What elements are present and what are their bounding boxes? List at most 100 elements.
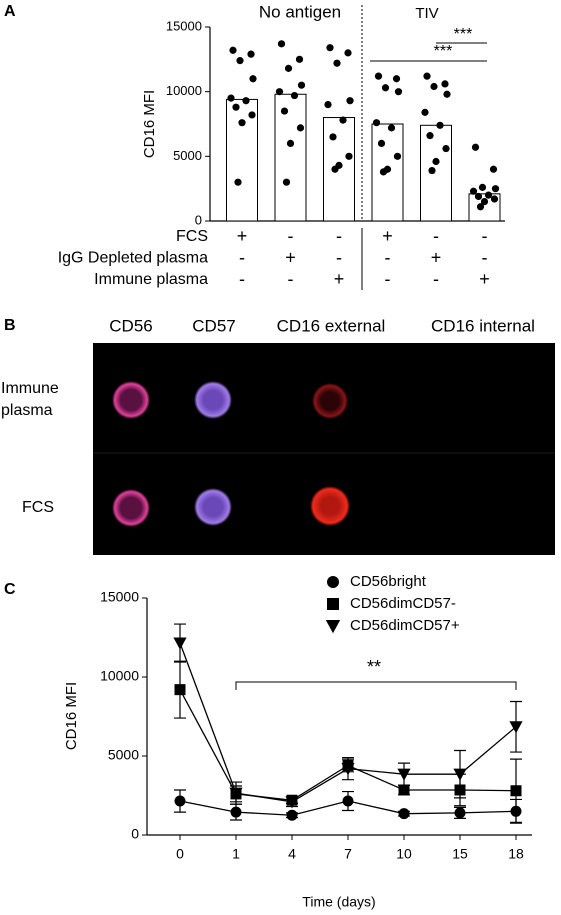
data-point xyxy=(227,94,235,102)
data-point xyxy=(421,108,429,116)
condition-sign: + xyxy=(334,269,345,289)
row-label: FCS xyxy=(22,499,54,516)
data-point xyxy=(280,107,289,115)
data-point xyxy=(345,152,353,160)
data-point xyxy=(490,195,499,203)
data-point xyxy=(277,40,286,48)
data-point xyxy=(286,139,295,147)
data-point xyxy=(344,49,352,57)
data-point xyxy=(242,97,250,105)
y-tick-label: 5000 xyxy=(108,747,139,763)
y-tick-label: 15000 xyxy=(166,18,202,33)
x-tick-label: 7 xyxy=(344,846,352,862)
column-header: CD57 xyxy=(192,316,235,335)
bar xyxy=(323,117,355,222)
marker xyxy=(398,808,410,820)
data-point xyxy=(232,103,240,111)
annotation: *** xyxy=(434,43,453,60)
y-tick-label: 15000 xyxy=(100,589,139,605)
cell-image xyxy=(112,381,150,419)
marker xyxy=(174,795,186,807)
legend-label: CD56bright xyxy=(350,573,427,590)
x-tick-label: 10 xyxy=(396,846,412,862)
marker xyxy=(229,787,243,800)
condition-sign: - xyxy=(385,247,391,267)
y-tick-label: 10000 xyxy=(166,83,202,98)
panel-letter: A xyxy=(4,3,16,20)
marker xyxy=(285,796,299,809)
data-point xyxy=(331,165,339,173)
row-label: Immune plasma xyxy=(1,380,59,419)
marker xyxy=(341,763,355,776)
marker xyxy=(174,684,186,696)
y-tick-label: 10000 xyxy=(100,668,139,684)
marker xyxy=(173,637,187,650)
series-line xyxy=(179,689,517,801)
x-axis-label: Time (days) xyxy=(302,894,375,910)
annotation: ** xyxy=(367,657,381,677)
condition-sign: - xyxy=(433,226,439,246)
data-point xyxy=(491,185,500,193)
data-point xyxy=(339,116,347,124)
annotation: *** xyxy=(454,26,473,43)
data-point xyxy=(393,152,402,160)
data-point xyxy=(474,192,483,201)
data-point xyxy=(381,84,390,92)
data-point xyxy=(282,178,291,186)
bar xyxy=(274,93,307,222)
data-point xyxy=(236,57,244,65)
data-point xyxy=(374,72,383,80)
marker xyxy=(342,795,354,807)
cell-image xyxy=(194,381,232,419)
data-point xyxy=(234,178,242,186)
condition-sign: + xyxy=(237,226,248,246)
data-point xyxy=(346,97,354,105)
bar xyxy=(420,124,452,222)
cell-image xyxy=(310,486,350,526)
condition-sign: - xyxy=(433,269,439,289)
condition-label: FCS xyxy=(176,228,208,245)
cell-image xyxy=(194,488,232,526)
panel-letter: C xyxy=(4,581,16,598)
condition-sign: - xyxy=(239,247,245,267)
data-point xyxy=(324,101,332,109)
cell-image xyxy=(312,383,348,419)
data-point xyxy=(326,44,334,52)
data-point xyxy=(333,59,341,67)
marker xyxy=(453,768,467,781)
marker xyxy=(327,576,339,588)
data-point xyxy=(428,166,436,175)
data-point xyxy=(249,75,257,83)
marker xyxy=(398,784,410,796)
condition-sign: + xyxy=(479,269,490,289)
column-header: CD56 xyxy=(109,316,152,335)
data-point xyxy=(484,191,493,199)
x-tick-label: 15 xyxy=(452,846,468,862)
marker xyxy=(397,768,411,781)
x-tick-label: 4 xyxy=(288,846,296,862)
y-axis-label: CD16 MFI xyxy=(63,682,80,750)
annotation: TIV xyxy=(415,5,438,22)
condition-sign: - xyxy=(239,269,245,289)
data-point xyxy=(290,91,299,100)
cell-image xyxy=(112,489,150,527)
legend-label: CD56dimCD57- xyxy=(350,595,456,612)
marker xyxy=(510,785,522,797)
condition-sign: - xyxy=(482,247,488,267)
data-point xyxy=(394,88,403,96)
data-point xyxy=(469,187,478,195)
marker xyxy=(454,807,466,819)
data-point xyxy=(295,55,304,63)
data-point xyxy=(423,72,431,80)
condition-sign: - xyxy=(482,226,488,246)
data-point xyxy=(480,198,489,206)
data-point xyxy=(442,144,450,153)
x-tick-label: 18 xyxy=(508,846,524,862)
y-tick-label: 5000 xyxy=(173,148,202,163)
data-point xyxy=(443,90,451,98)
data-point xyxy=(329,133,337,141)
legend-label: CD56dimCD57+ xyxy=(350,617,460,634)
data-point xyxy=(471,143,480,151)
data-point xyxy=(430,82,438,91)
